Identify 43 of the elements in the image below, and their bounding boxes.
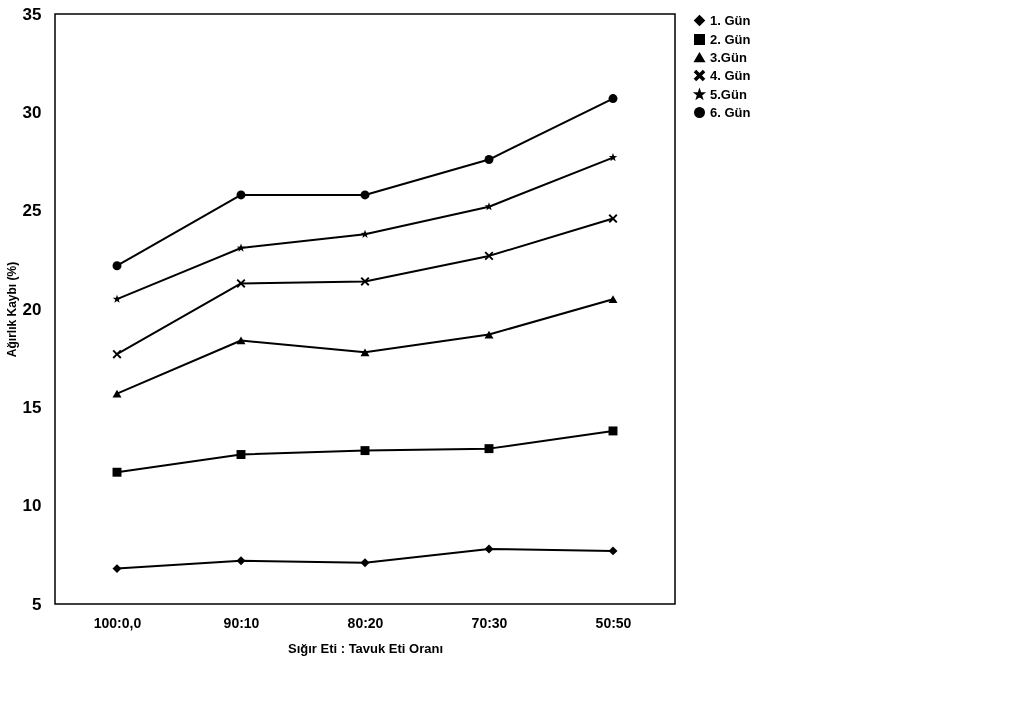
y-axis-title: Ağırlık Kaybı (%)	[4, 261, 19, 358]
x-axis-title: Sığır Eti : Tavuk Eti Oranı	[287, 640, 444, 656]
legend-label: 1. Gün	[710, 12, 751, 28]
y-tick-label: 10	[22, 496, 42, 516]
y-tick-label: 30	[22, 102, 42, 122]
x-tick-label: 80:20	[347, 614, 384, 631]
point	[236, 556, 246, 566]
point	[608, 94, 618, 104]
x-tick-label: 100:0,0	[93, 614, 142, 631]
point	[236, 336, 246, 345]
point	[236, 450, 246, 460]
x-tick-label: 70:30	[471, 614, 508, 631]
point	[608, 153, 618, 162]
point	[236, 243, 246, 252]
point	[112, 349, 122, 359]
point	[608, 546, 618, 556]
point	[608, 426, 618, 436]
point	[236, 190, 246, 200]
point	[360, 190, 370, 200]
legend-label: 2. Gün	[710, 31, 751, 47]
legend-label: 4. Gün	[710, 67, 751, 83]
point	[360, 558, 370, 568]
legend-label: 6. Gün	[710, 104, 751, 120]
y-tick-label: 20	[22, 299, 42, 319]
point	[608, 295, 618, 304]
point	[484, 251, 494, 261]
y-tick-label: 25	[22, 201, 42, 221]
y-tick-label: 15	[22, 397, 42, 417]
legend-label: 3.Gün	[710, 49, 747, 65]
y-tick-label: 35	[22, 4, 42, 24]
point	[360, 446, 370, 456]
x-tick-label: 50:50	[595, 614, 632, 631]
legend-label: 5.Gün	[710, 86, 747, 102]
point	[360, 348, 370, 357]
point	[112, 261, 122, 271]
x-tick-label: 90:10	[223, 614, 260, 631]
point	[112, 294, 122, 303]
point	[112, 564, 122, 574]
y-tick-label: 5	[32, 594, 42, 614]
point	[112, 467, 122, 477]
point	[484, 155, 494, 164]
point	[484, 544, 494, 554]
point	[484, 444, 494, 454]
